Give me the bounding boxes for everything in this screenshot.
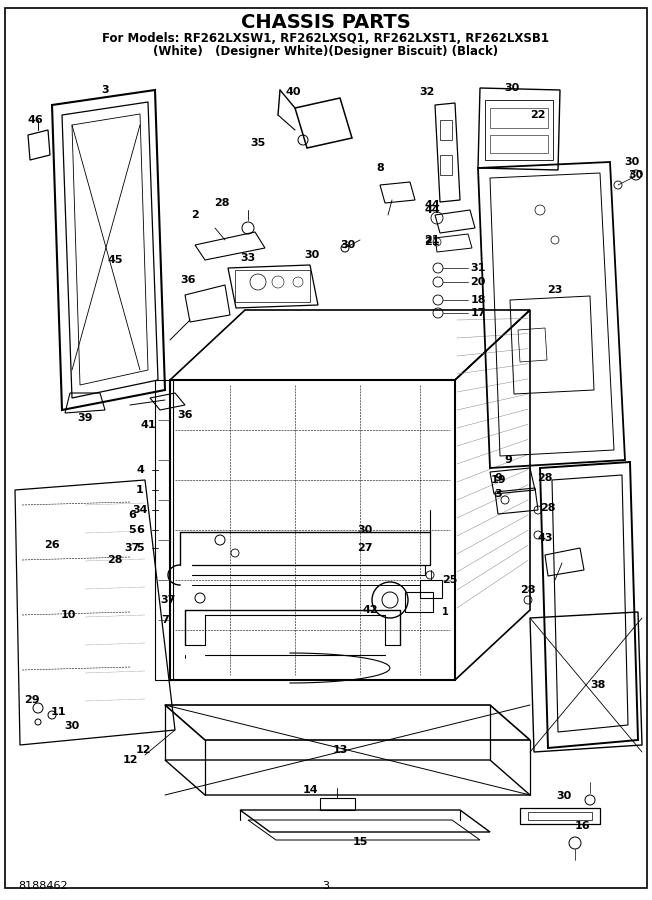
Text: 12: 12 [123, 755, 138, 765]
Text: 19: 19 [490, 475, 506, 485]
Text: 5: 5 [128, 525, 136, 535]
Text: 27: 27 [357, 543, 373, 553]
Text: 8188462: 8188462 [18, 881, 68, 891]
Text: (White)   (Designer White)(Designer Biscuit) (Black): (White) (Designer White)(Designer Biscui… [153, 46, 499, 58]
Text: CHASSIS PARTS: CHASSIS PARTS [241, 13, 411, 32]
Bar [490, 135, 548, 153]
Text: 44: 44 [424, 200, 440, 210]
Text: 20: 20 [470, 277, 486, 287]
Text: 43: 43 [537, 533, 553, 543]
Text: 8: 8 [376, 163, 384, 173]
Text: 28: 28 [541, 503, 556, 513]
Text: 35: 35 [250, 138, 265, 148]
Text: 9: 9 [494, 473, 502, 483]
Text: 30: 30 [65, 721, 80, 731]
Text: 7: 7 [161, 615, 169, 625]
Text: 11: 11 [50, 707, 66, 717]
Bar [320, 798, 355, 810]
Bar [520, 808, 600, 824]
Text: 21: 21 [424, 235, 439, 245]
Bar [405, 592, 433, 612]
Text: 17: 17 [470, 308, 486, 318]
Text: 23: 23 [547, 285, 563, 295]
Text: 21: 21 [424, 237, 439, 247]
Bar [490, 108, 548, 128]
Text: 1: 1 [136, 485, 144, 495]
Text: 3: 3 [494, 489, 502, 499]
Text: 42: 42 [363, 605, 378, 615]
Text: 18: 18 [470, 295, 486, 305]
Bar [155, 380, 173, 680]
Text: 37: 37 [125, 543, 140, 553]
Text: 38: 38 [590, 680, 606, 690]
Text: 3: 3 [323, 881, 329, 891]
Text: 40: 40 [286, 87, 301, 97]
Text: 5: 5 [136, 543, 144, 553]
Text: 14: 14 [302, 785, 318, 795]
Text: 6: 6 [128, 510, 136, 520]
Text: 6: 6 [136, 525, 144, 535]
Text: 28: 28 [520, 585, 536, 595]
Text: 32: 32 [419, 87, 435, 97]
Bar [485, 100, 553, 160]
Text: 26: 26 [44, 540, 60, 550]
Text: 10: 10 [61, 610, 76, 620]
Bar [440, 155, 452, 175]
Text: 44: 44 [424, 205, 440, 215]
Text: 30: 30 [625, 157, 640, 167]
Bar [420, 580, 442, 598]
Text: 30: 30 [357, 525, 373, 535]
Text: 28: 28 [537, 473, 553, 483]
Text: 25: 25 [442, 575, 458, 585]
Text: 28: 28 [107, 555, 123, 565]
Text: 41: 41 [140, 420, 156, 430]
Text: 4: 4 [136, 465, 144, 475]
Text: 1: 1 [441, 607, 449, 617]
Text: 28: 28 [215, 198, 230, 208]
Text: 29: 29 [24, 695, 40, 705]
Text: 30: 30 [304, 250, 319, 260]
Text: 36: 36 [177, 410, 193, 420]
Bar [528, 812, 592, 820]
Text: 2: 2 [191, 210, 199, 220]
Text: 30: 30 [629, 170, 644, 180]
Text: 30: 30 [340, 240, 355, 250]
Text: For Models: RF262LXSW1, RF262LXSQ1, RF262LXST1, RF262LXSB1: For Models: RF262LXSW1, RF262LXSQ1, RF26… [102, 32, 550, 44]
Text: 3: 3 [101, 85, 109, 95]
Text: 9: 9 [504, 455, 512, 465]
Text: 33: 33 [241, 253, 256, 263]
Text: 36: 36 [180, 275, 196, 285]
Text: 16: 16 [574, 821, 590, 831]
Bar [235, 270, 310, 302]
Text: 22: 22 [530, 110, 546, 120]
Text: 45: 45 [107, 255, 123, 265]
Text: 30: 30 [505, 83, 520, 93]
Text: 39: 39 [77, 413, 93, 423]
Text: 13: 13 [333, 745, 348, 755]
Bar [440, 120, 452, 140]
Text: 34: 34 [132, 505, 148, 515]
Text: 12: 12 [135, 745, 151, 755]
Text: 37: 37 [160, 595, 175, 605]
Text: 31: 31 [470, 263, 486, 273]
Text: 30: 30 [556, 791, 572, 801]
Text: 15: 15 [352, 837, 368, 847]
Text: 46: 46 [27, 115, 43, 125]
